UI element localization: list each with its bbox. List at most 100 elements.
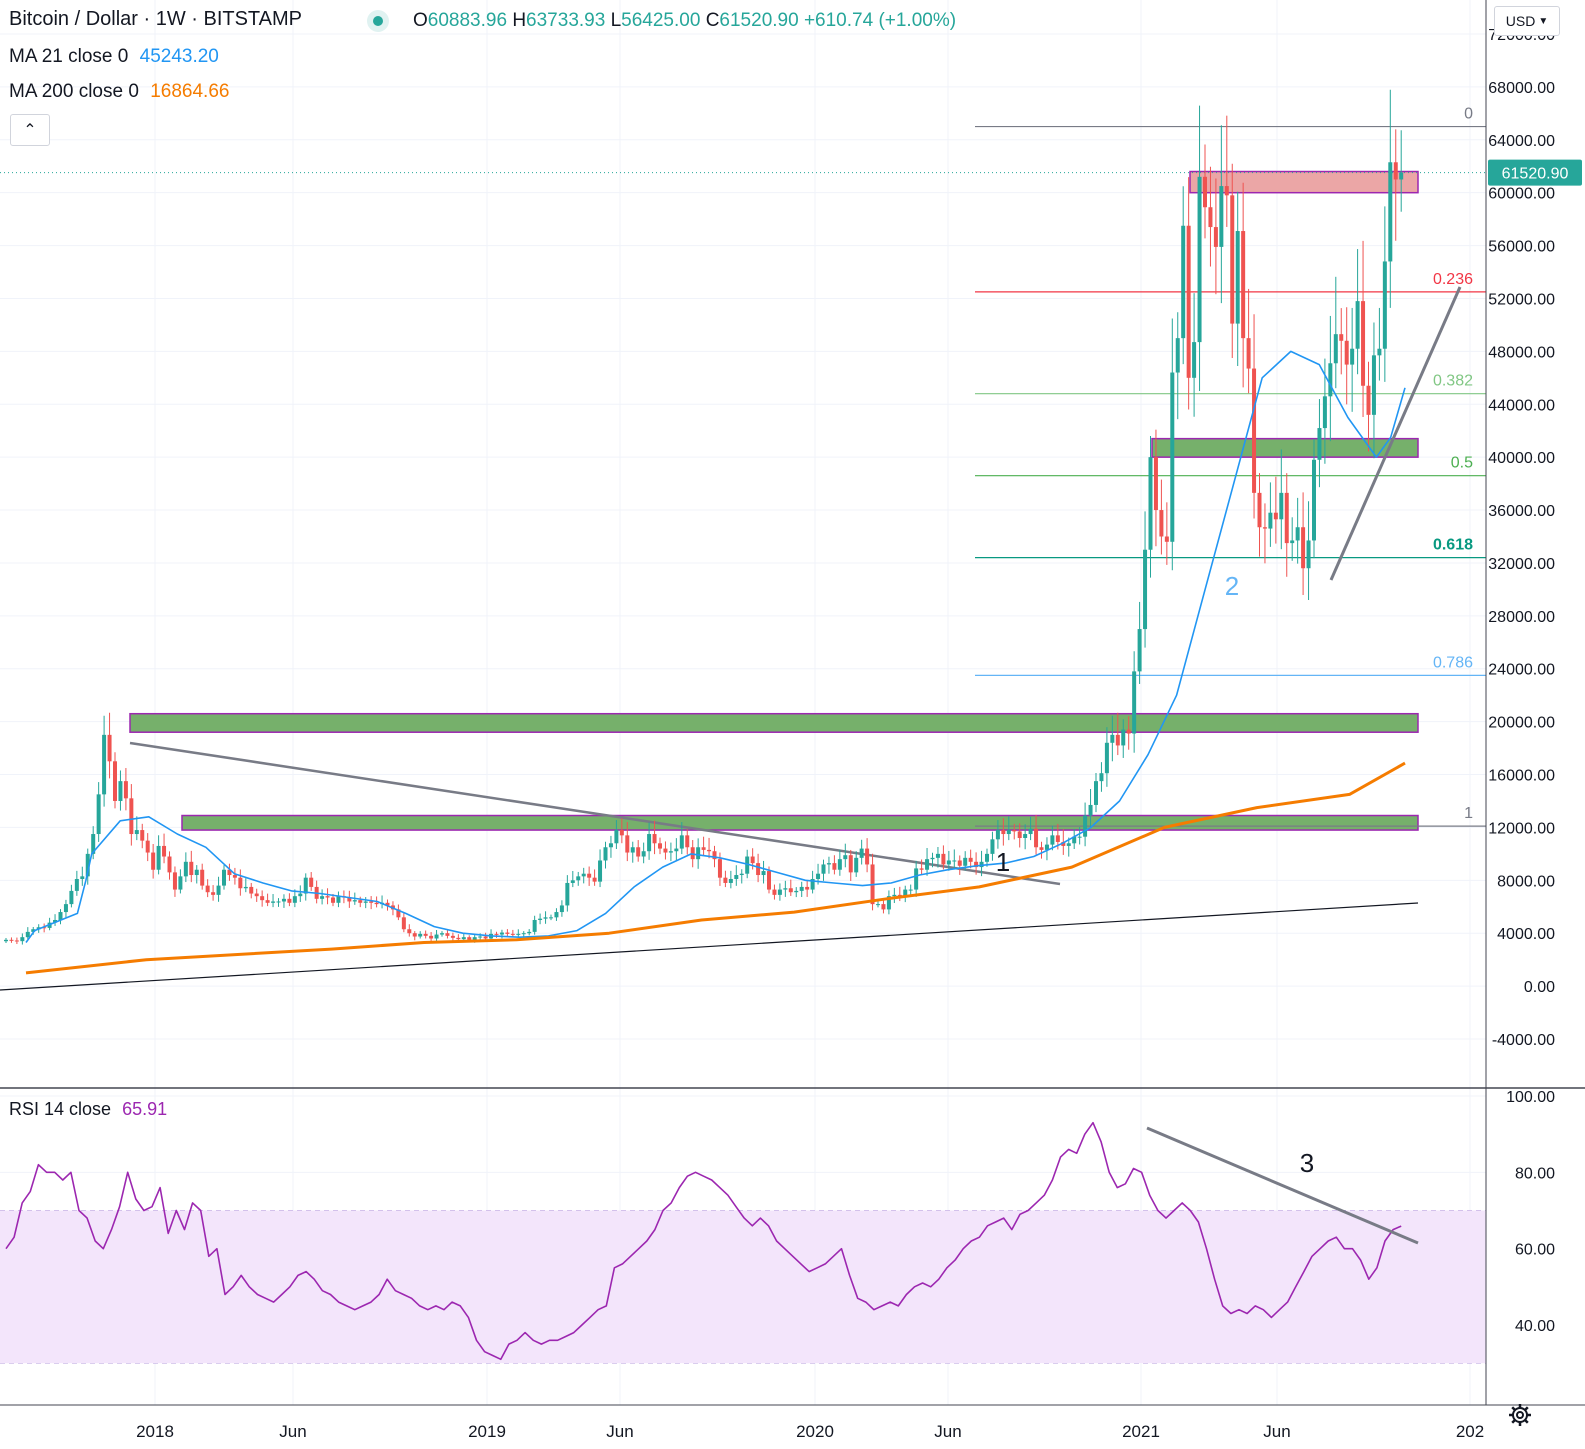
candle-body [140, 830, 145, 841]
candle-body [429, 935, 434, 939]
candle-body [1344, 340, 1349, 365]
candle-body [1066, 843, 1071, 846]
candle-body [979, 861, 984, 868]
candle-body [1268, 512, 1273, 529]
fib-label: 0.786 [1433, 654, 1473, 671]
candle-body [908, 889, 913, 891]
candle-body [1241, 231, 1246, 339]
candle-body [401, 917, 406, 930]
candle-body [1388, 162, 1393, 262]
candle-body [647, 834, 652, 852]
candle-body [331, 897, 335, 903]
ma200-legend[interactable]: MA 200 close 0 16864.66 [9, 81, 229, 103]
candle-body [4, 939, 8, 942]
ma21-legend[interactable]: MA 21 close 0 45243.20 [9, 46, 219, 68]
candle-body [1219, 186, 1224, 247]
gear-icon[interactable] [1505, 1400, 1535, 1430]
annotation-label-3: 3 [1300, 1148, 1314, 1178]
candle-body [374, 902, 379, 905]
candle-body [25, 931, 30, 938]
candle-body [974, 861, 979, 868]
rsi-label: RSI 14 close [9, 1099, 112, 1119]
ma200-value: 16864.66 [150, 81, 230, 102]
price-tick-label: 16000.00 [1488, 768, 1555, 785]
price-tick-label: 28000.00 [1488, 609, 1555, 626]
time-tick-label: Jun [934, 1422, 961, 1441]
candle-body [723, 877, 728, 883]
candle-body [418, 933, 423, 937]
candle-body [325, 896, 330, 898]
candle-body [570, 880, 575, 883]
candle-body [946, 860, 951, 865]
candle-body [1366, 385, 1371, 415]
candle-body [53, 919, 58, 923]
candle-body [205, 885, 210, 893]
candle-body [1110, 734, 1115, 743]
candle-body [549, 917, 553, 919]
candle-body [1295, 527, 1300, 541]
candle-body [1055, 835, 1060, 842]
candle-body [1115, 734, 1120, 746]
candle-body [1273, 512, 1278, 520]
candle-body [1017, 831, 1022, 838]
currency-dropdown[interactable]: USD ▼ [1494, 6, 1560, 36]
candle-body [118, 781, 123, 801]
candle-body [587, 873, 592, 878]
rsi-line [5, 1121, 1402, 1361]
open-label: O [413, 10, 428, 31]
candle-body [1039, 847, 1044, 850]
candle-body [1181, 225, 1186, 339]
candle-body [243, 886, 248, 889]
ma-lines [25, 350, 1406, 975]
candle-body [80, 876, 85, 879]
rsi-legend[interactable]: RSI 14 close 65.91 [9, 1099, 167, 1120]
candle-body [1208, 207, 1213, 228]
candle-body [1034, 828, 1039, 848]
candle-body [1328, 363, 1333, 397]
candle-body [9, 939, 14, 941]
fib-label: 0.618 [1433, 537, 1473, 554]
ma200-line [25, 761, 1406, 975]
candle-body [467, 937, 472, 940]
candle-body [1121, 729, 1126, 746]
candle-body [892, 894, 897, 897]
candle-body [603, 847, 608, 861]
candle-body [728, 878, 733, 883]
zone-support [129, 712, 1419, 733]
price-tick-label: 0.00 [1524, 979, 1555, 996]
last-price-badge-text: 61520.90 [1502, 166, 1569, 183]
candle-body [1279, 492, 1284, 520]
candle-body [990, 839, 995, 854]
candle-body [783, 888, 788, 890]
candle-body [352, 900, 357, 902]
candle-body [281, 898, 286, 902]
candle-body [1252, 368, 1257, 493]
candle-body [232, 875, 237, 878]
candle-body [85, 853, 90, 877]
candle-body [886, 896, 891, 910]
candle-body [630, 847, 635, 853]
candle-body [1094, 781, 1098, 805]
candle-body [995, 830, 1000, 840]
long-support-trendline [0, 902, 1419, 991]
rsi-pane [5, 1121, 1419, 1361]
candle-body [832, 863, 837, 870]
candle-body [260, 896, 265, 901]
symbol-title[interactable]: Bitcoin / Dollar · 1W · BITSTAMP [9, 8, 302, 31]
candle-body [194, 869, 199, 876]
price-tick-label: 68000.00 [1488, 80, 1555, 97]
zone-support [1151, 437, 1419, 458]
candle-body [538, 918, 543, 920]
candle-body [189, 861, 194, 876]
candle-body [963, 857, 968, 866]
candle-body [396, 909, 401, 918]
collapse-legend-button[interactable]: ⌃ [10, 114, 50, 146]
candle-body [554, 912, 559, 918]
price-tick-label: 8000.00 [1497, 873, 1555, 890]
time-tick-label: 2019 [468, 1422, 506, 1441]
candle-body [843, 855, 848, 860]
price-tick-label: 60000.00 [1488, 186, 1555, 203]
candle-body [1361, 301, 1366, 386]
candle-body [750, 856, 755, 864]
